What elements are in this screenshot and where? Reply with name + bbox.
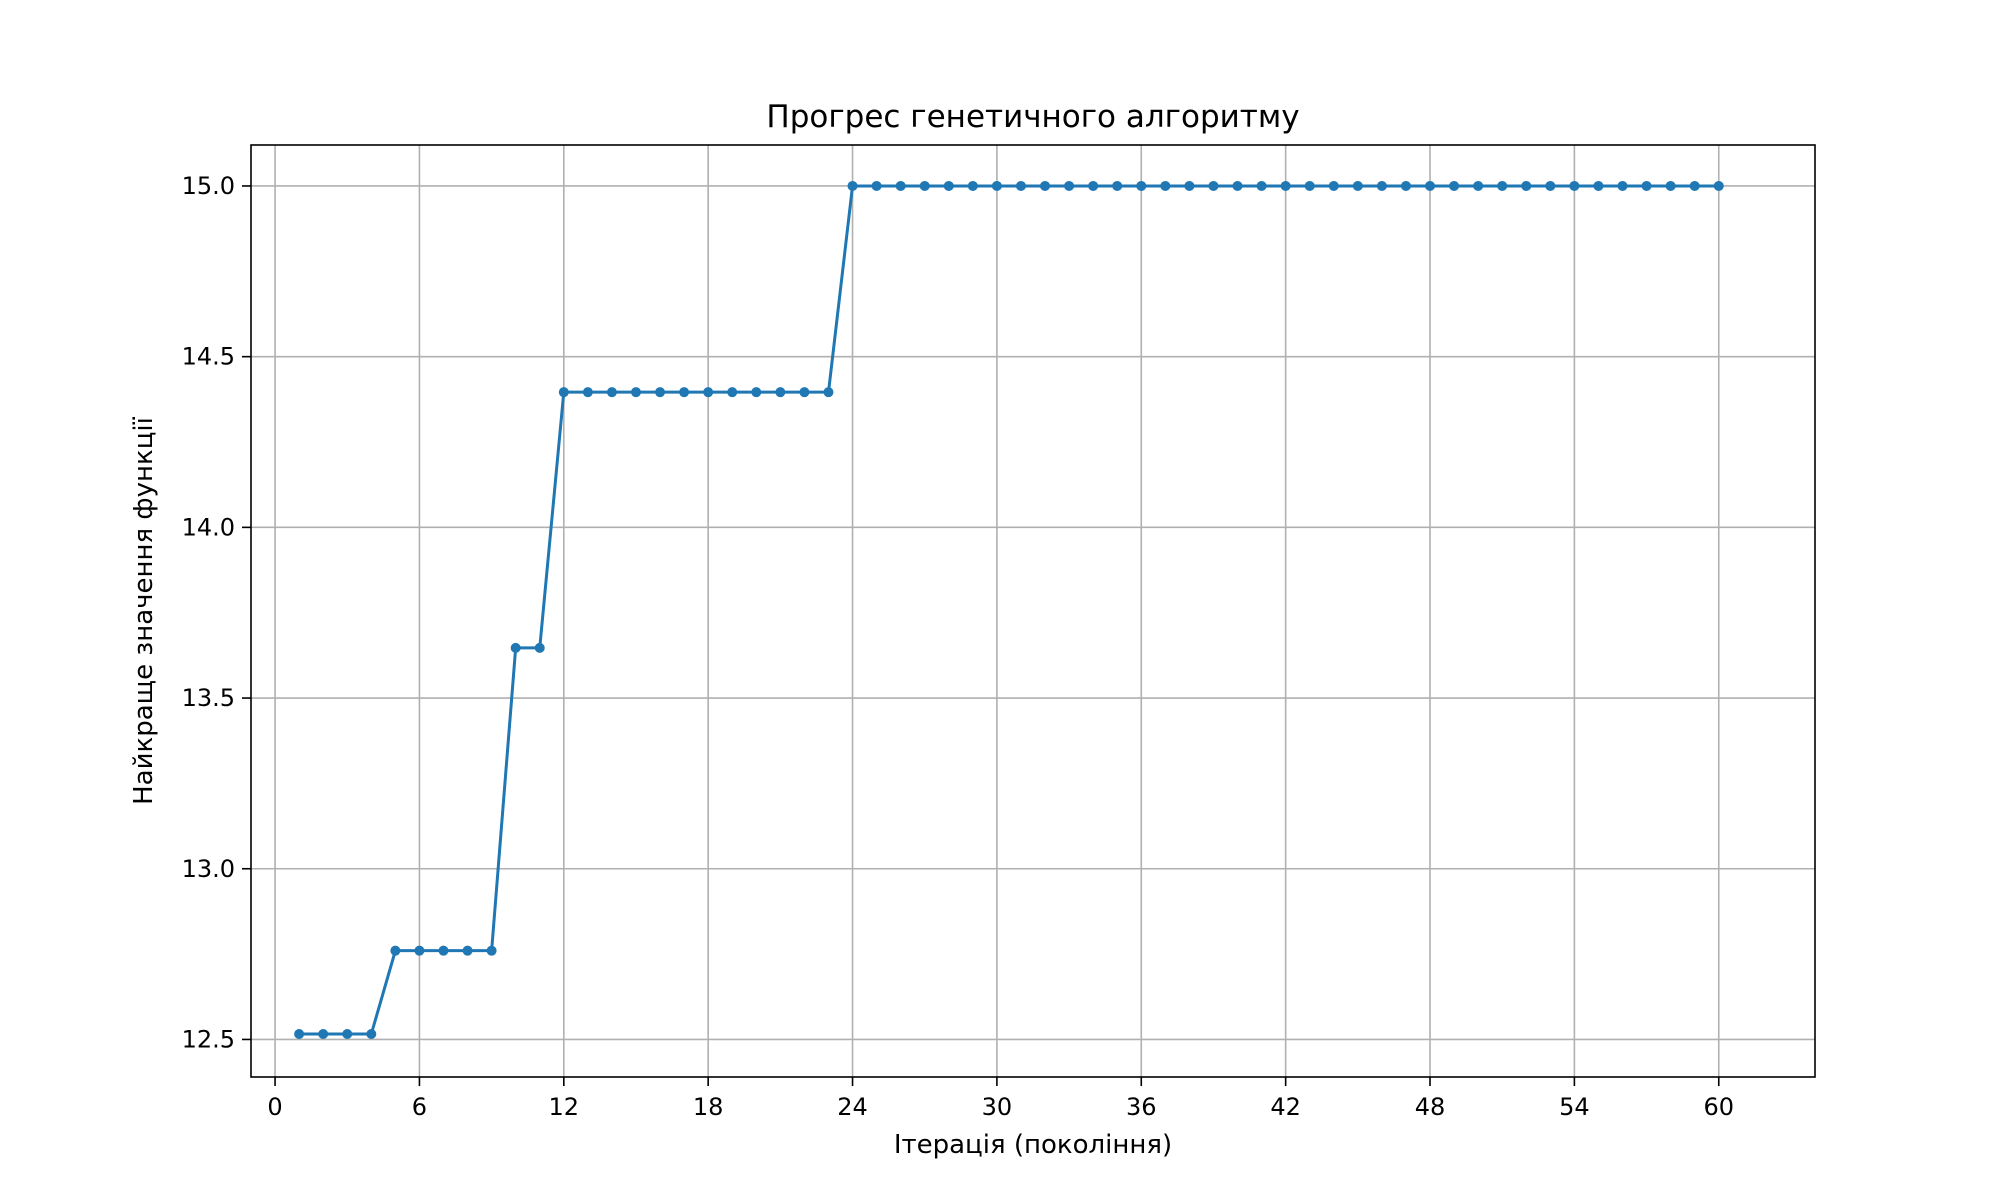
data-point	[1040, 180, 1051, 191]
data-point	[1521, 180, 1532, 191]
x-tick-label: 0	[267, 1093, 282, 1121]
x-tick-label: 6	[412, 1093, 427, 1121]
data-point	[943, 180, 954, 191]
data-point	[1473, 180, 1484, 191]
data-point	[414, 945, 425, 956]
data-point	[799, 387, 810, 398]
data-point	[1112, 180, 1123, 191]
data-point	[967, 180, 978, 191]
series-layer	[294, 180, 1724, 1039]
data-point	[390, 945, 401, 956]
y-tick-label: 15.0	[182, 172, 235, 200]
data-point	[1449, 180, 1460, 191]
data-point	[1593, 180, 1604, 191]
data-point	[1064, 180, 1075, 191]
y-tick-label: 13.0	[182, 855, 235, 883]
data-point	[1184, 180, 1195, 191]
data-point	[510, 642, 521, 653]
data-point	[1304, 180, 1315, 191]
data-point	[895, 180, 906, 191]
data-point	[1497, 180, 1508, 191]
x-tick-label: 12	[549, 1093, 580, 1121]
data-point	[1015, 180, 1026, 191]
data-point	[1256, 180, 1267, 191]
data-point	[751, 387, 762, 398]
data-point	[486, 945, 497, 956]
data-point	[366, 1028, 377, 1039]
data-point	[1400, 180, 1411, 191]
data-point	[1136, 180, 1147, 191]
x-tick-label: 30	[982, 1093, 1013, 1121]
data-point	[294, 1028, 305, 1039]
data-point	[462, 945, 473, 956]
y-tick-label: 14.5	[182, 343, 235, 371]
x-tick-label: 36	[1126, 1093, 1157, 1121]
data-point	[1545, 180, 1556, 191]
data-point	[775, 387, 786, 398]
data-point	[558, 387, 569, 398]
data-point	[318, 1028, 329, 1039]
x-tick-label: 60	[1703, 1093, 1734, 1121]
data-point	[630, 387, 641, 398]
data-point	[655, 387, 666, 398]
data-point	[823, 387, 834, 398]
data-point	[1425, 180, 1436, 191]
data-point	[703, 387, 714, 398]
data-point	[1088, 180, 1099, 191]
data-point	[679, 387, 690, 398]
data-point	[1280, 180, 1291, 191]
data-point	[1376, 180, 1387, 191]
data-point	[1352, 180, 1363, 191]
x-tick-label: 42	[1270, 1093, 1301, 1121]
data-point	[1617, 180, 1628, 191]
data-point	[438, 945, 449, 956]
plot-frame	[250, 144, 1816, 1078]
data-point	[1328, 180, 1339, 191]
data-point	[606, 387, 617, 398]
data-point	[847, 180, 858, 191]
data-point	[1232, 180, 1243, 191]
data-point	[1665, 180, 1676, 191]
x-tick-label: 18	[693, 1093, 724, 1121]
x-axis-label: Ітерація (покоління)	[894, 1130, 1172, 1160]
data-point	[534, 642, 545, 653]
data-point	[1208, 180, 1219, 191]
x-tick-label: 54	[1559, 1093, 1590, 1121]
data-point	[871, 180, 882, 191]
data-point	[582, 387, 593, 398]
x-tick-label: 48	[1415, 1093, 1446, 1121]
y-tick-label: 14.0	[182, 513, 235, 541]
data-point	[1569, 180, 1580, 191]
y-axis-label: Найкраще значення функції	[129, 416, 159, 805]
data-point	[727, 387, 738, 398]
data-point	[1713, 180, 1724, 191]
y-tick-label: 13.5	[182, 684, 235, 712]
data-point	[1160, 180, 1171, 191]
data-point	[1641, 180, 1652, 191]
data-point	[1689, 180, 1700, 191]
data-point	[342, 1028, 353, 1039]
data-point	[919, 180, 930, 191]
x-tick-label: 24	[837, 1093, 868, 1121]
ticks: 0 6 12 18 24 30 36 42 48 54 60 12.5 13.0 13.5 14.0 14.5…	[182, 172, 1734, 1121]
y-tick-label: 12.5	[182, 1025, 235, 1053]
chart-title: Прогрес генетичного алгоритму	[766, 99, 1299, 135]
data-point	[991, 180, 1002, 191]
